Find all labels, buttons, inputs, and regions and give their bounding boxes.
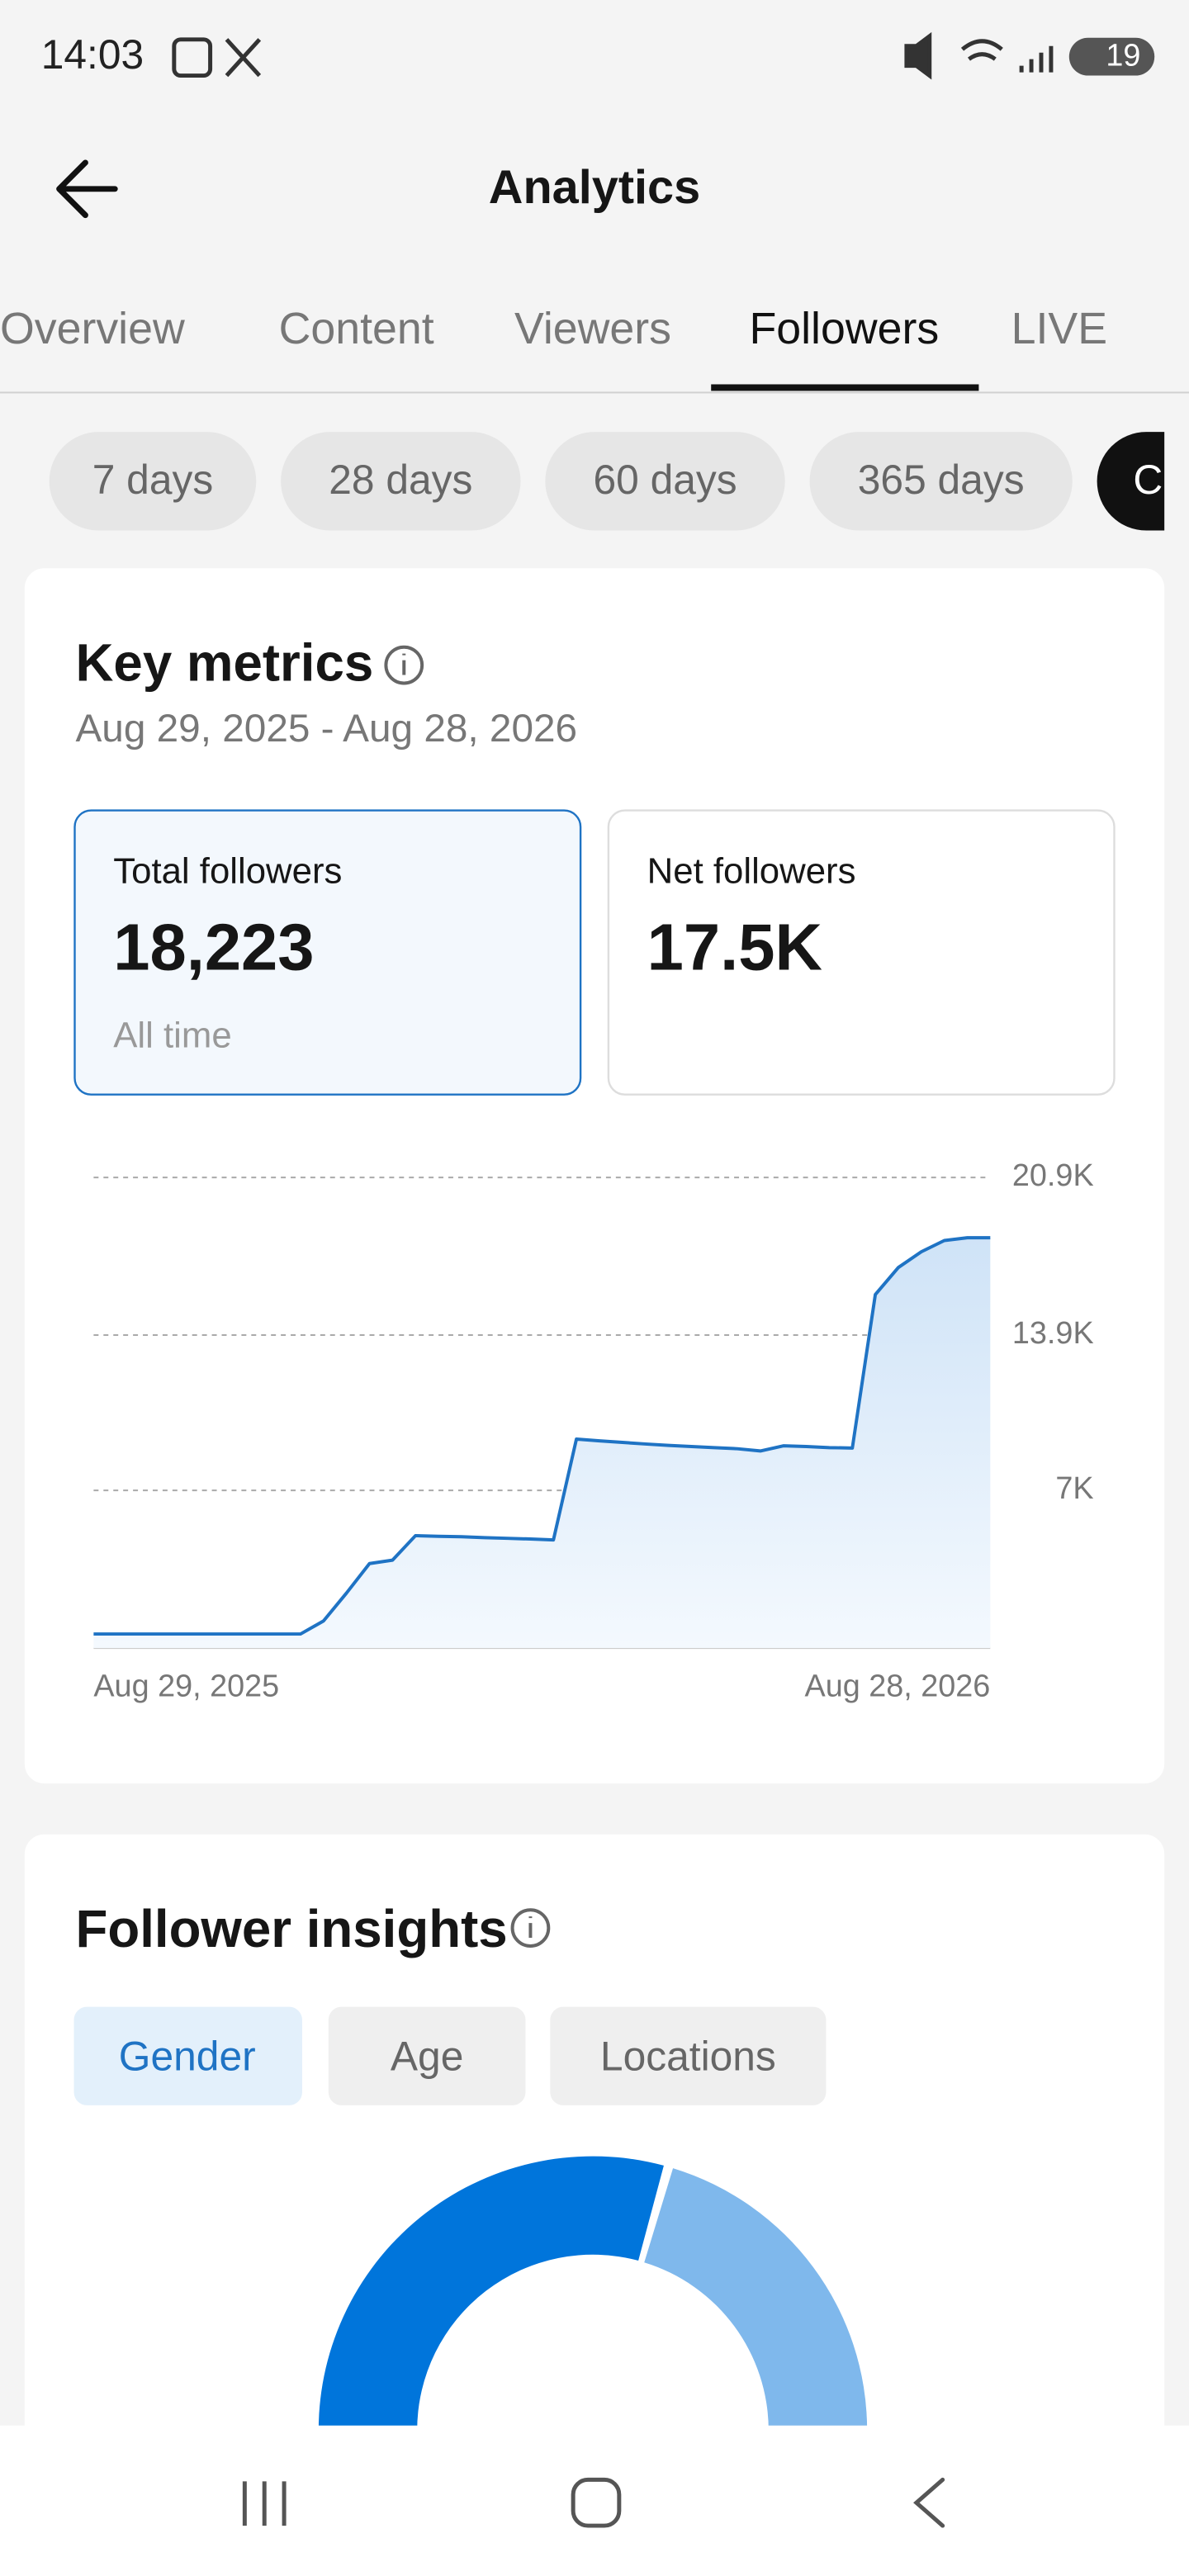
- x-tick-label: Aug 28, 2026: [805, 1669, 991, 1704]
- insight-tab-label: Gender: [119, 2033, 256, 2079]
- back-nav-button[interactable]: [913, 2477, 945, 2528]
- metric-value: 18,223: [113, 911, 314, 984]
- range-pill-active[interactable]: [1097, 432, 1189, 531]
- tab-active[interactable]: Followers: [749, 304, 939, 353]
- status-icons: [172, 31, 1054, 80]
- metric-label: Net followers: [647, 851, 856, 892]
- recent-apps-button[interactable]: [242, 2481, 287, 2526]
- tab[interactable]: Viewers: [514, 304, 671, 353]
- y-tick-label: 13.9K: [1012, 1316, 1094, 1351]
- insight-tab-active[interactable]: [73, 2006, 302, 2105]
- range-label: 7 days: [92, 457, 214, 503]
- date-range: Aug 29, 2025 - Aug 28, 2026: [75, 707, 577, 751]
- y-tick-label: 7K: [1055, 1471, 1093, 1506]
- back-button[interactable]: [56, 159, 118, 219]
- metric-value: 17.5K: [647, 911, 822, 984]
- range-pill[interactable]: [545, 432, 785, 531]
- nav-bar: [0, 2425, 1189, 2576]
- insight-tab[interactable]: [550, 2006, 827, 2105]
- tab[interactable]: Overview: [0, 304, 185, 353]
- insight-tab-label: Locations: [600, 2033, 776, 2079]
- home-button[interactable]: [571, 2477, 622, 2528]
- section-title: Follower insights: [75, 1900, 507, 1958]
- area-fill: [93, 1238, 991, 1648]
- range-label: 60 days: [593, 457, 737, 503]
- metric-note: All time: [113, 1016, 231, 1056]
- range-label: C: [1133, 457, 1163, 503]
- range-label: 28 days: [329, 457, 472, 503]
- y-tick-label: 20.9K: [1012, 1158, 1094, 1193]
- tab[interactable]: Content: [279, 304, 434, 353]
- insight-tab-label: Age: [391, 2033, 463, 2079]
- tab[interactable]: LIVE: [1011, 304, 1107, 353]
- info-icon[interactable]: [384, 645, 424, 685]
- range-pill[interactable]: [281, 432, 521, 531]
- info-icon[interactable]: [510, 1908, 551, 1948]
- donut-segment: [318, 2156, 664, 2431]
- section-title: Key metrics: [75, 633, 373, 692]
- metric-card[interactable]: [607, 809, 1116, 1096]
- metric-card-selected[interactable]: [73, 809, 582, 1096]
- donut-segment: [644, 2168, 868, 2431]
- range-label: 365 days: [858, 457, 1025, 503]
- range-pill[interactable]: [809, 432, 1073, 531]
- battery: [1068, 37, 1155, 76]
- line-series: [93, 1236, 991, 1636]
- tab-divider: [0, 391, 1189, 394]
- x-tick-label: Aug 29, 2025: [93, 1669, 279, 1704]
- metric-label: Total followers: [113, 851, 342, 892]
- insight-tab[interactable]: [328, 2006, 526, 2105]
- battery-level: 19: [1106, 39, 1140, 73]
- line-chart: 7K 13.9K 20.9K Aug 29, 2025 Aug 28, 2026: [93, 1158, 1093, 1704]
- page-title: Analytics: [489, 161, 700, 214]
- range-pill[interactable]: [49, 432, 257, 531]
- tab-indicator: [711, 384, 979, 391]
- status-time: 14:03: [41, 31, 144, 78]
